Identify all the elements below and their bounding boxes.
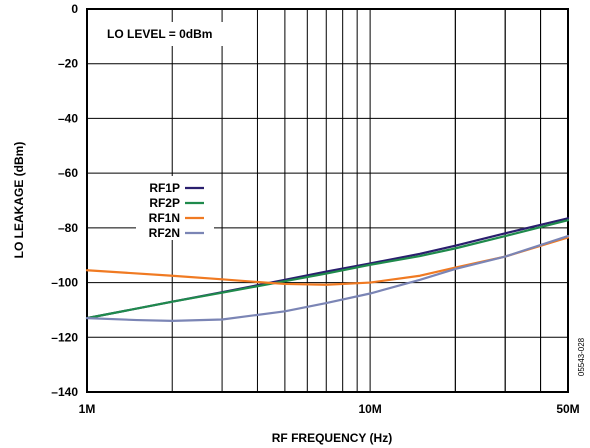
figure-code: 05543-028 — [577, 337, 586, 376]
legend-label-rf1n: RF1N — [149, 211, 180, 225]
y-axis-label: LO LEAKAGE (dBm) — [12, 142, 26, 259]
y-tick-label: 0 — [71, 2, 78, 16]
series-line-rf2n — [85, 234, 570, 322]
legend-box — [136, 176, 214, 240]
annotation-box — [99, 22, 251, 46]
plot-frame — [86, 8, 569, 393]
series-line-rf2p — [85, 219, 570, 320]
y-tick-label: –60 — [58, 166, 78, 180]
y-tick-label: –100 — [51, 276, 78, 290]
x-tick-label: 50M — [556, 402, 579, 416]
legend-label-rf2p: RF2P — [149, 196, 180, 210]
y-tick-label: –20 — [58, 57, 78, 71]
y-tick-label: –40 — [58, 111, 78, 125]
y-tick-label: –80 — [58, 221, 78, 235]
series-lines — [85, 217, 570, 322]
legend-label-rf2n: RF2N — [149, 226, 180, 240]
y-tick-label: –140 — [51, 385, 78, 399]
x-tick-label: 10M — [358, 402, 381, 416]
legend-label-rf1p: RF1P — [149, 181, 180, 195]
y-tick-label: –120 — [51, 330, 78, 344]
grid — [86, 8, 569, 393]
series-line-rf1n — [85, 236, 570, 286]
x-axis-label: RF FREQUENCY (Hz) — [272, 431, 392, 445]
annotation-lo-level: LO LEVEL = 0dBm — [107, 27, 212, 41]
x-tick-label: 1M — [79, 402, 96, 416]
